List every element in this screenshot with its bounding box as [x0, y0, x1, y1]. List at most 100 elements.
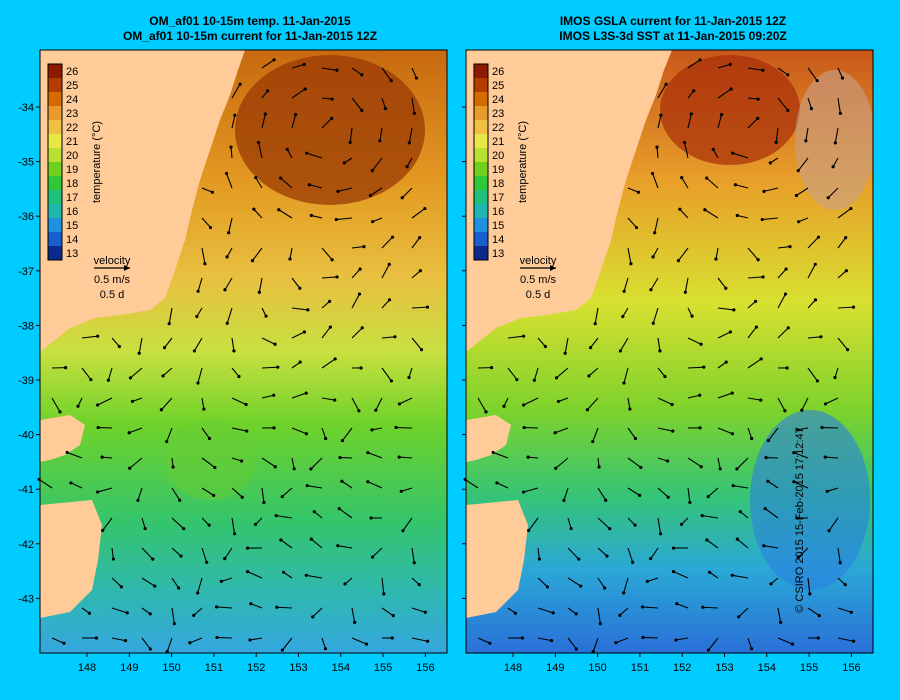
current-arrowhead: [852, 639, 856, 643]
current-arrowhead: [753, 299, 758, 303]
current-arrow: [261, 487, 265, 503]
current-arrow: [201, 487, 214, 496]
current-arrow: [717, 331, 731, 339]
current-arrow: [592, 427, 599, 442]
current-arrowhead: [618, 613, 622, 617]
colorbar-tick-label: 19: [492, 164, 504, 176]
current-arrowhead: [800, 408, 804, 412]
velocity-legend-time: 0.5 d: [100, 289, 124, 301]
current-arrowhead: [337, 507, 341, 511]
current-arrow: [231, 517, 236, 534]
current-arrowhead: [196, 289, 200, 293]
current-arrow: [137, 487, 143, 501]
current-arrowhead: [390, 636, 394, 640]
current-arrowhead: [843, 583, 847, 587]
current-arrowhead: [196, 591, 200, 595]
current-arrow: [837, 67, 843, 79]
current-arrowhead: [760, 217, 764, 222]
current-arrowhead: [833, 375, 837, 380]
current-arrow: [777, 97, 789, 111]
velocity-legend-speed: 0.5 m/s: [94, 274, 131, 286]
current-arrow: [733, 485, 749, 489]
current-arrow: [291, 331, 305, 339]
current-arrow: [107, 367, 113, 381]
current-arrowhead: [333, 398, 337, 402]
current-arrowhead: [849, 206, 853, 211]
current-arrowhead: [304, 573, 308, 577]
current-arrowhead: [527, 528, 531, 533]
current-arrow: [171, 577, 180, 589]
current-arrowhead: [838, 111, 842, 115]
colorbar-swatch: [48, 134, 62, 148]
current-arrow: [684, 142, 689, 159]
current-arrowhead: [368, 193, 373, 198]
current-arrowhead: [292, 467, 296, 471]
current-arrowhead: [249, 602, 253, 606]
current-arrow: [588, 367, 599, 377]
current-arrow: [371, 427, 383, 431]
current-arrowhead: [229, 145, 233, 149]
current-arrowhead: [756, 97, 760, 101]
current-arrow: [399, 456, 413, 459]
current-arrowhead: [279, 176, 283, 180]
current-arrow: [679, 208, 689, 219]
current-arrow: [411, 547, 415, 563]
current-arrowhead: [330, 97, 334, 101]
current-arrowhead: [58, 410, 62, 414]
current-arrowhead: [551, 611, 555, 615]
current-arrow: [712, 149, 719, 159]
current-arrow: [321, 427, 327, 439]
current-arrow: [278, 209, 293, 219]
current-arrowhead: [674, 638, 678, 642]
current-arrowhead: [749, 647, 754, 651]
current-arrowhead: [370, 169, 374, 173]
current-arrow: [411, 67, 417, 79]
left-land-wilsons-prom: [40, 415, 85, 462]
right-panel-title: IMOS GSLA current for 11-Jan-2015 12Z IM…: [463, 14, 883, 44]
current-arrowhead: [151, 557, 155, 561]
current-arrowhead: [391, 614, 395, 618]
current-arrowhead: [417, 583, 421, 587]
current-arrowhead: [851, 305, 856, 309]
y-tick-label: -34: [18, 102, 34, 114]
current-arrowhead: [348, 140, 352, 145]
current-arrowhead: [161, 374, 165, 378]
left-land-tasmania: [40, 500, 102, 618]
colorbar-swatch: [474, 218, 488, 232]
current-arrowhead: [370, 555, 375, 559]
current-arrow: [627, 247, 632, 264]
colorbar-tick-label: 16: [492, 206, 504, 218]
current-arrowhead: [330, 258, 334, 262]
current-arrow: [825, 456, 839, 459]
current-arrowhead: [554, 376, 559, 380]
current-arrowhead: [357, 292, 362, 296]
current-arrow: [622, 307, 629, 317]
current-arrowhead: [117, 344, 121, 349]
current-arrow: [291, 392, 307, 399]
current-arrow: [224, 277, 233, 291]
current-arrow: [197, 577, 203, 594]
current-arrowhead: [182, 527, 186, 531]
current-arrow: [657, 337, 661, 351]
colorbar-swatch: [48, 92, 62, 106]
colorbar-swatch: [48, 120, 62, 134]
current-arrow: [832, 157, 839, 168]
current-arrowhead: [808, 592, 812, 596]
current-arrowhead: [761, 275, 765, 279]
velocity-legend-label: velocity: [94, 255, 131, 267]
x-tick-label: 155: [374, 662, 392, 674]
current-arrow: [228, 217, 233, 233]
current-arrow: [141, 517, 146, 529]
current-arrowhead: [306, 308, 310, 312]
current-arrowhead: [207, 436, 212, 441]
current-arrowhead: [638, 493, 642, 497]
current-arrowhead: [207, 523, 211, 527]
right-frame: [465, 49, 874, 654]
current-arrowhead: [245, 546, 250, 550]
colorbar-tick-label: 13: [66, 248, 78, 260]
current-arrowhead: [698, 393, 702, 397]
current-arrowhead: [563, 351, 567, 355]
current-arrowhead: [165, 439, 169, 444]
current-arrow: [507, 335, 524, 339]
current-arrow: [231, 115, 236, 129]
